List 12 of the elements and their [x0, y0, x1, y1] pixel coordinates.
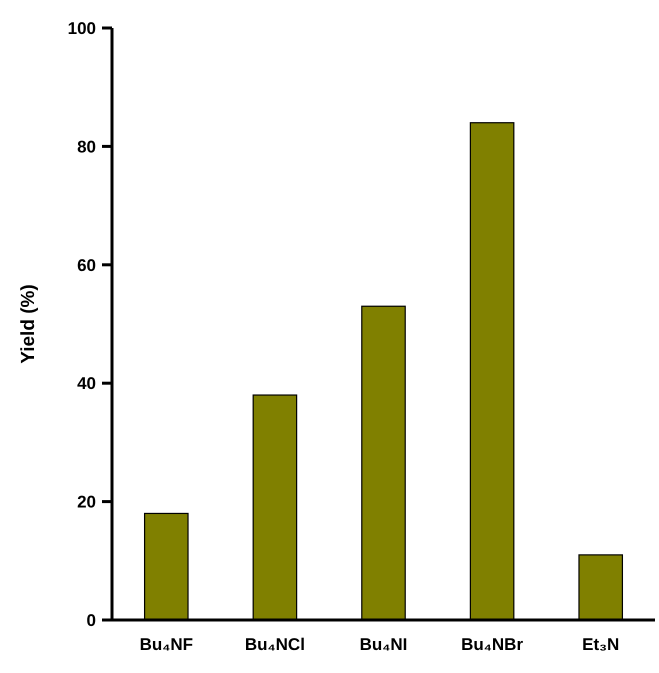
x-tick-label: Bu₄NI	[360, 635, 408, 654]
x-tick-label: Et₃N	[582, 635, 620, 654]
y-axis-title: Yield (%)	[18, 284, 39, 364]
y-tick-label: 60	[77, 256, 96, 275]
y-tick-label: 100	[68, 18, 96, 38]
y-tick-label: 80	[77, 137, 96, 156]
x-tick-label: Bu₄NCl	[244, 635, 305, 654]
x-tick-label: Bu₄NBr	[461, 635, 524, 654]
y-tick-label: 0	[86, 610, 96, 630]
y-tick-label: 40	[77, 374, 96, 394]
y-tick-label: 20	[77, 492, 96, 512]
x-tick-label: Bu₄NF	[140, 635, 194, 654]
